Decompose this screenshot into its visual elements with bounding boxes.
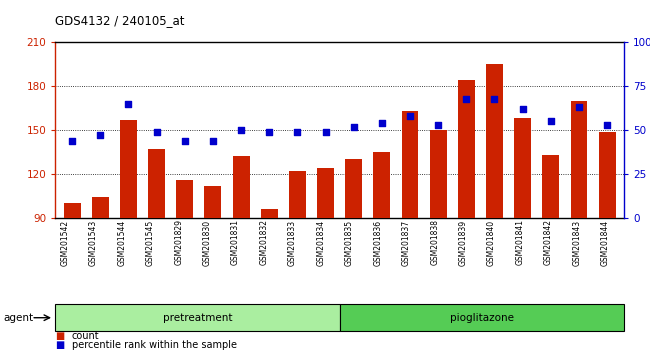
Text: count: count bbox=[72, 331, 99, 341]
Text: GSM201841: GSM201841 bbox=[515, 219, 525, 266]
Text: GSM201843: GSM201843 bbox=[573, 219, 581, 266]
Text: GSM201836: GSM201836 bbox=[373, 219, 382, 266]
Text: GSM201837: GSM201837 bbox=[402, 219, 411, 266]
Point bbox=[376, 120, 387, 126]
Text: GSM201834: GSM201834 bbox=[317, 219, 326, 266]
Bar bbox=[514, 118, 531, 218]
Bar bbox=[486, 64, 503, 218]
Text: GSM201831: GSM201831 bbox=[231, 219, 240, 266]
Point bbox=[517, 106, 528, 112]
Bar bbox=[148, 149, 165, 218]
Point bbox=[264, 129, 274, 135]
Bar bbox=[430, 130, 447, 218]
Bar bbox=[317, 168, 334, 218]
Bar bbox=[261, 209, 278, 218]
Text: GSM201830: GSM201830 bbox=[203, 219, 212, 266]
Bar bbox=[120, 120, 137, 218]
Point bbox=[489, 96, 500, 101]
Text: GSM201840: GSM201840 bbox=[487, 219, 496, 266]
Text: GSM201542: GSM201542 bbox=[60, 219, 70, 266]
Bar bbox=[458, 80, 474, 218]
Text: ■: ■ bbox=[55, 341, 64, 350]
Bar bbox=[289, 171, 306, 218]
Bar bbox=[92, 197, 109, 218]
Text: GSM201833: GSM201833 bbox=[288, 219, 297, 266]
Point bbox=[236, 127, 246, 133]
Text: GSM201829: GSM201829 bbox=[174, 219, 183, 266]
Point bbox=[574, 104, 584, 110]
Point bbox=[405, 113, 415, 119]
Text: GDS4132 / 240105_at: GDS4132 / 240105_at bbox=[55, 14, 185, 27]
Text: agent: agent bbox=[3, 313, 33, 323]
Bar bbox=[599, 132, 616, 218]
Text: pretreatment: pretreatment bbox=[162, 313, 232, 323]
Text: GSM201832: GSM201832 bbox=[259, 219, 268, 266]
Text: ■: ■ bbox=[55, 331, 64, 341]
Text: GSM201544: GSM201544 bbox=[118, 219, 126, 266]
Text: GSM201844: GSM201844 bbox=[601, 219, 610, 266]
Bar bbox=[571, 101, 588, 218]
Point bbox=[433, 122, 443, 128]
Point bbox=[67, 138, 77, 143]
Text: percentile rank within the sample: percentile rank within the sample bbox=[72, 341, 237, 350]
Bar bbox=[64, 203, 81, 218]
Point bbox=[545, 119, 556, 124]
Text: GSM201835: GSM201835 bbox=[345, 219, 354, 266]
Bar bbox=[233, 156, 250, 218]
Point bbox=[95, 132, 105, 138]
Point bbox=[348, 124, 359, 130]
Point bbox=[208, 138, 218, 143]
Point bbox=[461, 96, 471, 101]
Point bbox=[602, 122, 612, 128]
Bar bbox=[373, 152, 390, 218]
Bar bbox=[345, 159, 362, 218]
Text: pioglitazone: pioglitazone bbox=[450, 313, 514, 323]
Bar bbox=[176, 180, 193, 218]
Text: GSM201543: GSM201543 bbox=[89, 219, 98, 266]
Bar bbox=[542, 155, 559, 218]
Point bbox=[179, 138, 190, 143]
Point bbox=[124, 101, 134, 107]
Bar bbox=[205, 185, 222, 218]
Point bbox=[292, 129, 303, 135]
Point bbox=[320, 129, 331, 135]
Text: GSM201545: GSM201545 bbox=[146, 219, 155, 266]
Text: GSM201842: GSM201842 bbox=[544, 219, 553, 266]
Text: GSM201838: GSM201838 bbox=[430, 219, 439, 266]
Text: GSM201839: GSM201839 bbox=[459, 219, 467, 266]
Bar bbox=[402, 111, 419, 218]
Point bbox=[151, 129, 162, 135]
